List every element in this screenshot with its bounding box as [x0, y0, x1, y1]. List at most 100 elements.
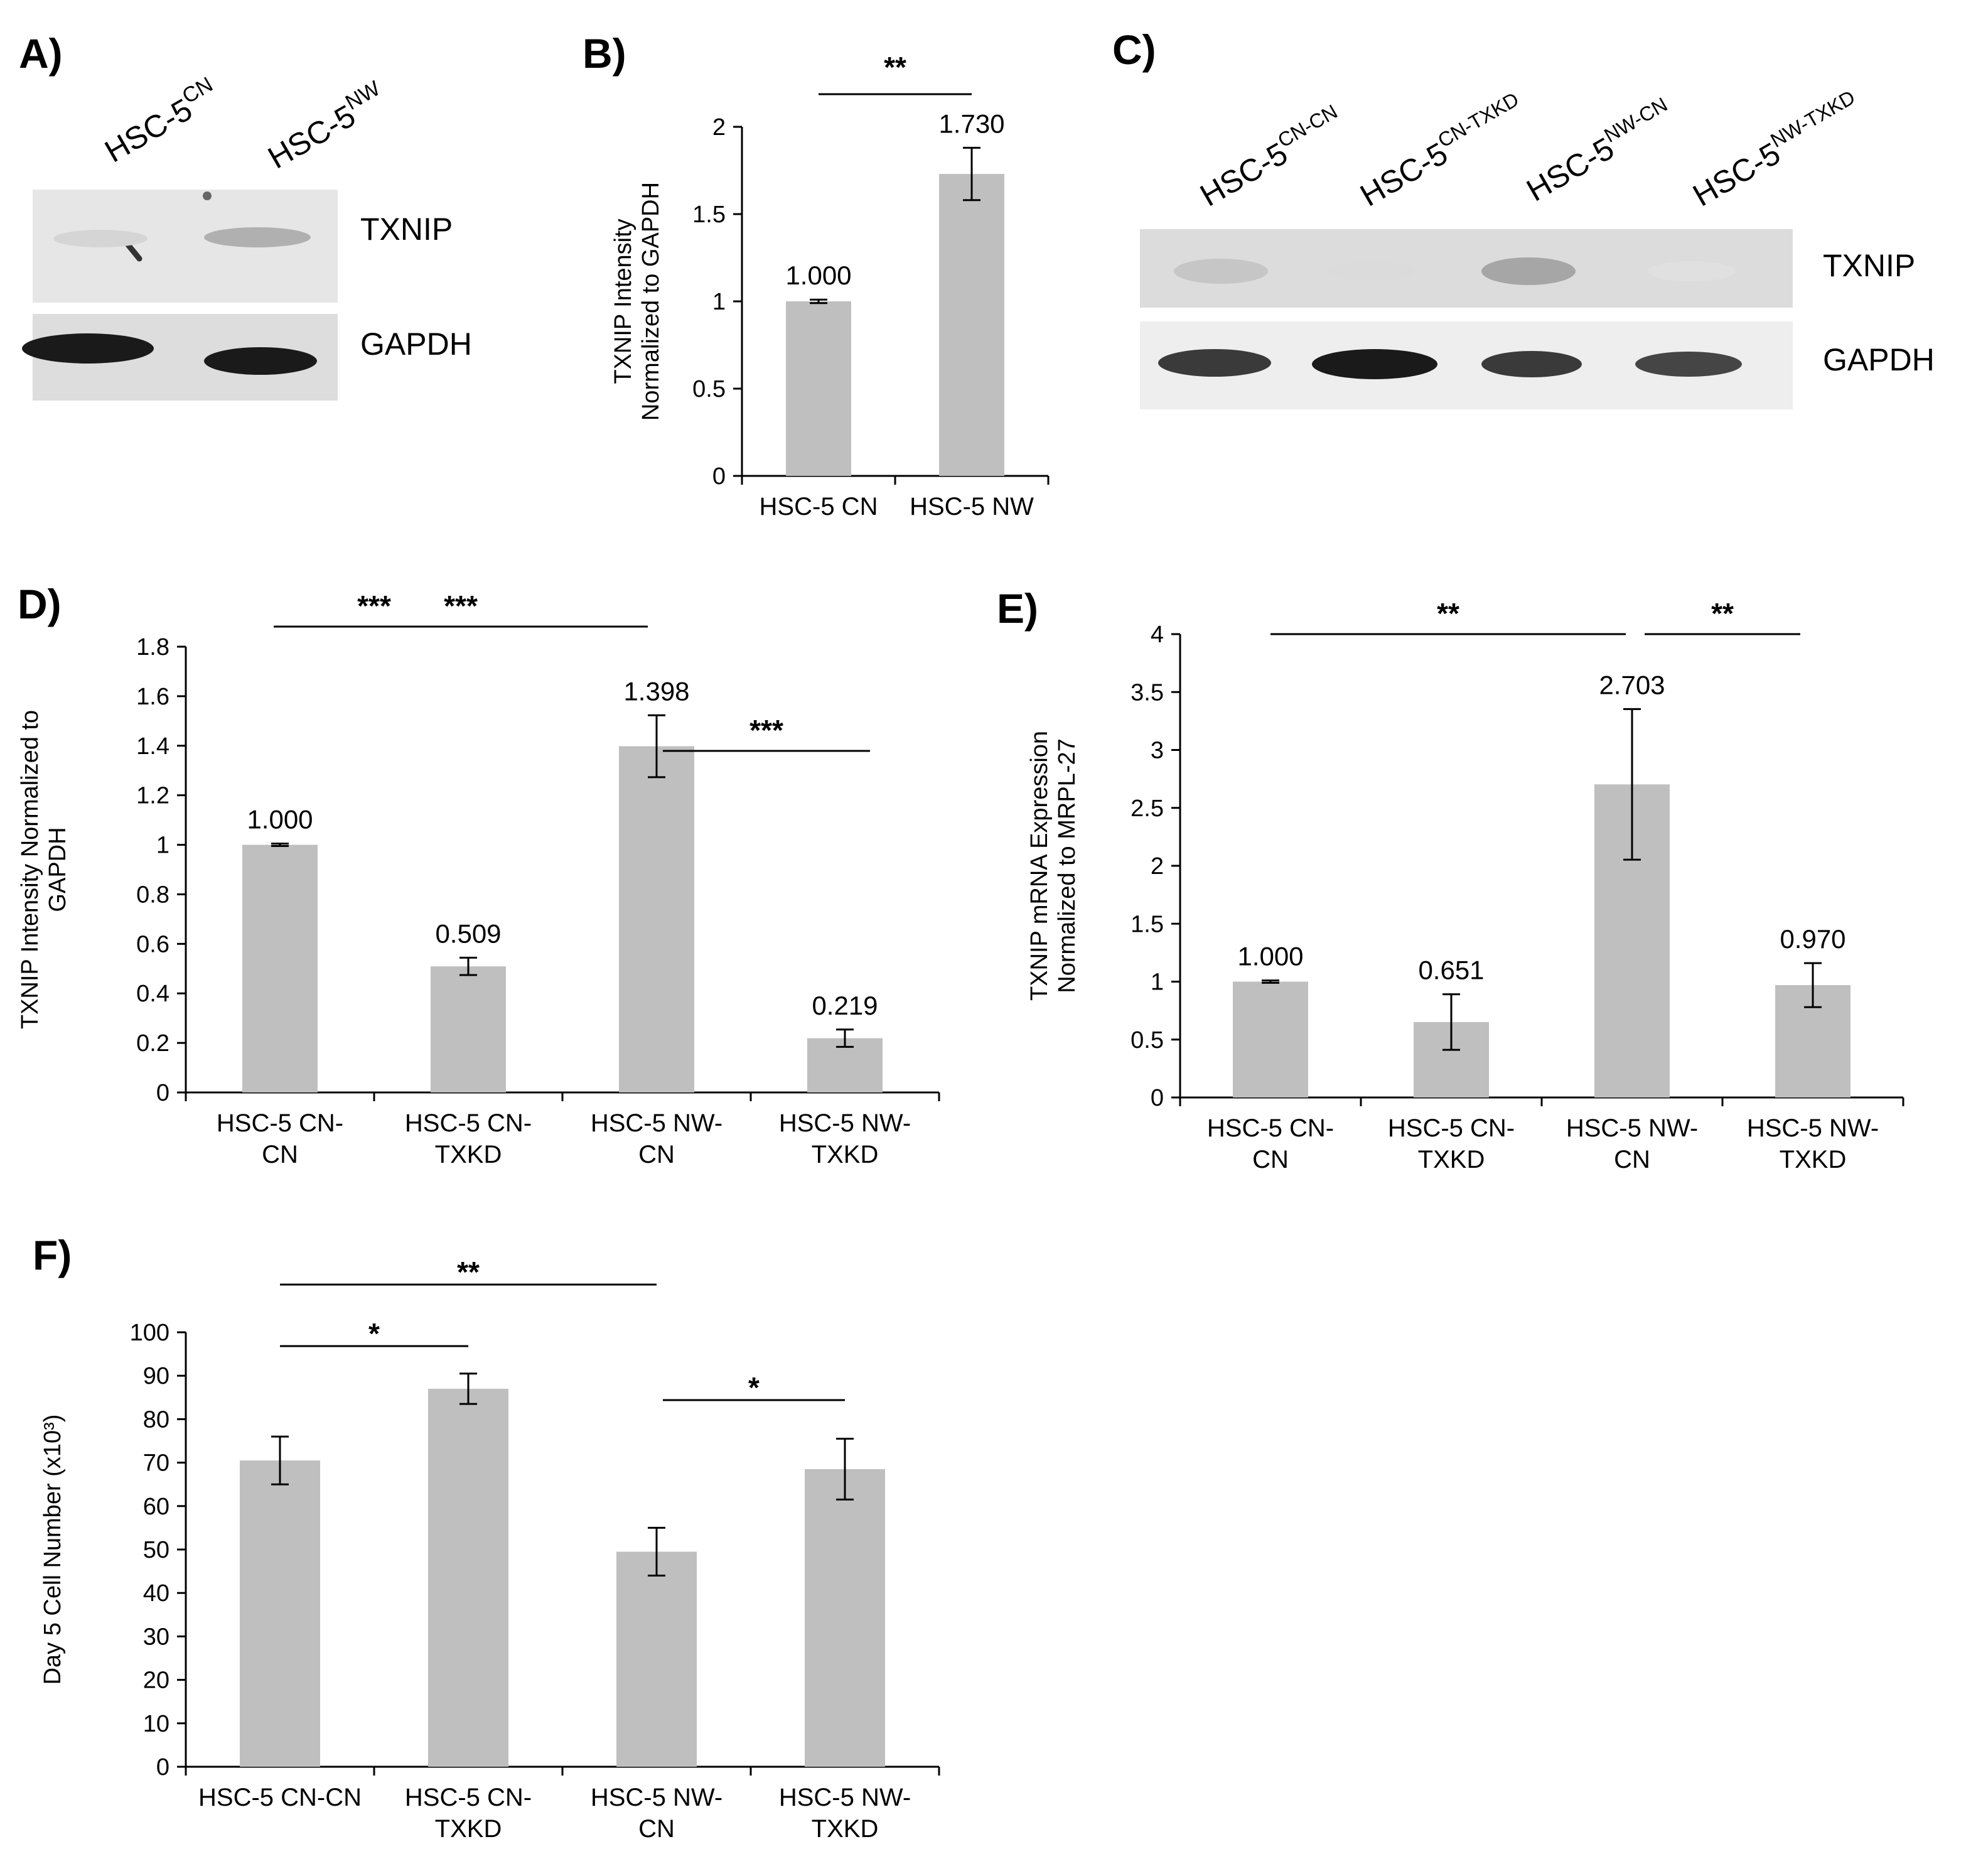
- y-axis-title: TXNIP IntensityNormalized to GAPDH: [610, 182, 664, 421]
- x-tick-label: HSC-5 NW-CN: [1566, 1114, 1698, 1173]
- panel-a-western-blot: A) HSC-5CN HSC-5NW TXNIP GAPDH: [19, 30, 472, 401]
- chart-d-txnip-intensity-knockdown: D) 0 0.2 0.4 0.6 0.8 1 1.2 1.4 1.6 1.8 1.000 HSC-5 C…: [17, 581, 940, 1168]
- data-label: 1.730: [938, 109, 1004, 138]
- y-tick-label: 3: [1151, 738, 1164, 764]
- significance-marker: ***: [357, 590, 391, 622]
- chart-f-day5-cell-number: F) 0 10 20 30 40 50 60 70 80 90 100 HSC-5 CN-CN HSC-5…: [33, 1232, 940, 1843]
- y-axis-title: TXNIP Intensity Normalized toGAPDH: [17, 710, 71, 1029]
- significance-marker: **: [884, 51, 906, 84]
- y-tick-label: 20: [143, 1668, 169, 1694]
- y-tick-label: 4: [1151, 622, 1164, 648]
- y-tick-label: 50: [143, 1537, 169, 1563]
- gapdh-band-c-lane2: [1312, 349, 1437, 379]
- svg-text:HSC-5CN: HSC-5CN: [97, 72, 225, 169]
- bar: [786, 301, 851, 476]
- y-tick-label: 1.5: [692, 202, 726, 228]
- blot-artifact: [203, 191, 212, 200]
- x-tick-label: HSC-5 NW-TXKD: [1747, 1114, 1879, 1173]
- y-tick-label: 1.4: [136, 733, 169, 760]
- txnip-band-c-lane2: [1328, 261, 1415, 281]
- txnip-band-a-lane1: [53, 230, 148, 247]
- bar: [431, 966, 506, 1092]
- data-label: 0.651: [1418, 956, 1484, 985]
- bar: [616, 1551, 697, 1767]
- lane-label-a2: HSC-5NW: [262, 77, 384, 176]
- lane-label-c2: HSC-5CN-TXKD: [1355, 88, 1523, 213]
- significance-marker: **: [1437, 597, 1459, 630]
- data-label: 1.398: [623, 676, 689, 706]
- y-tick-label: 90: [143, 1363, 169, 1389]
- y-tick-label: 10: [143, 1711, 169, 1737]
- significance-marker: **: [1711, 597, 1734, 630]
- x-tick-label: HSC-5 NW: [910, 493, 1034, 520]
- y-tick-label: 0.5: [692, 376, 726, 402]
- y-tick-label: 0.8: [136, 881, 169, 908]
- y-tick-label: 70: [143, 1450, 169, 1477]
- y-axis-title: Day 5 Cell Number (x10³): [40, 1415, 66, 1685]
- lane-label-c4: HSC-5NW-TXKD: [1687, 85, 1859, 213]
- significance-marker: *: [748, 1371, 760, 1404]
- y-tick-label: 60: [143, 1494, 169, 1520]
- txnip-band-c-lane4: [1648, 261, 1736, 281]
- data-label: 1.000: [1237, 942, 1303, 971]
- x-tick-label: HSC-5 CN-CN: [1207, 1114, 1334, 1173]
- y-tick-label: 0: [1151, 1085, 1164, 1111]
- y-tick-label: 1.5: [1131, 911, 1164, 937]
- y-tick-label: 0.2: [136, 1030, 169, 1057]
- lane-label-c1: HSC-5CN-CN: [1195, 100, 1341, 213]
- x-tick-label: HSC-5 CN-TXKD: [405, 1784, 532, 1843]
- y-tick-label: 1.8: [136, 634, 169, 660]
- chart-b-txnip-intensity: B) 0 0.5 1 1.5 2 1.000 HSC-5 CN 1.730 HSC-5 NW TXN…: [583, 30, 1050, 520]
- x-tick-label: HSC-5 CN-CN: [198, 1784, 362, 1811]
- significance-marker: ***: [444, 590, 478, 622]
- x-tick-label: HSC-5 CN: [760, 493, 878, 520]
- y-tick-label: 0: [156, 1754, 169, 1781]
- bar: [242, 844, 318, 1092]
- panel-c-western-blot: C) HSC-5CN-CN HSC-5CN-TXKD HSC-5NW-CN HS…: [1112, 26, 1935, 409]
- significance-marker: **: [457, 1256, 480, 1288]
- y-tick-label: 2: [1151, 853, 1164, 880]
- data-label: 1.000: [247, 805, 313, 834]
- y-tick-label: 1.6: [136, 684, 169, 710]
- panel-f-label: F): [33, 1232, 72, 1278]
- bar: [805, 1469, 885, 1767]
- gapdh-band-a-lane1: [22, 333, 154, 364]
- significance-marker: *: [368, 1317, 380, 1350]
- panel-d-label: D): [18, 581, 62, 627]
- y-tick-label: 3.5: [1131, 679, 1164, 706]
- bar: [939, 174, 1004, 476]
- txnip-band-c-lane1: [1174, 259, 1268, 284]
- bar: [428, 1388, 508, 1767]
- y-tick-label: 1: [156, 833, 169, 859]
- y-tick-label: 1.2: [136, 783, 169, 809]
- x-tick-label: HSC-5 NW-CN: [591, 1784, 722, 1843]
- y-tick-label: 40: [143, 1580, 169, 1607]
- y-tick-label: 1: [1151, 969, 1164, 996]
- data-label: 0.509: [435, 919, 501, 948]
- y-tick-label: 0: [712, 463, 726, 490]
- txnip-band-label-a: TXNIP: [360, 212, 453, 247]
- bar: [619, 746, 694, 1092]
- panel-b-label: B): [583, 30, 626, 77]
- y-axis-title: TXNIP mRNA ExpressionNormalized to MRPL-…: [1026, 731, 1080, 1001]
- svg-text:HSC-5NW-CN: HSC-5NW-CN: [1519, 93, 1680, 208]
- bar: [1233, 981, 1308, 1097]
- gapdh-band-a-lane2: [204, 347, 317, 375]
- x-tick-label: HSC-5 NW-CN: [591, 1109, 722, 1168]
- y-tick-label: 1: [712, 289, 726, 315]
- y-tick-label: 30: [143, 1624, 169, 1650]
- x-tick-label: HSC-5 NW-TXKD: [779, 1109, 911, 1168]
- txnip-band-label-c: TXNIP: [1823, 248, 1915, 283]
- chart-e-txnip-mrna-expression: E) 0 0.5 1 1.5 2 2.5 3 3.5 4 1.000 HSC-5 CN-CN 0.651…: [997, 585, 1904, 1173]
- data-label: 2.703: [1599, 670, 1665, 699]
- y-tick-label: 0.5: [1131, 1027, 1164, 1054]
- panel-e-label: E): [997, 585, 1038, 632]
- y-tick-label: 0.6: [136, 931, 169, 957]
- x-tick-label: HSC-5 NW-TXKD: [779, 1784, 911, 1843]
- y-tick-label: 80: [143, 1406, 169, 1433]
- data-label: 0.219: [812, 991, 878, 1020]
- y-tick-label: 2: [712, 114, 726, 141]
- panel-a-label: A): [19, 30, 63, 77]
- txnip-band-c-lane3: [1481, 257, 1576, 285]
- txnip-band-a-lane2: [204, 227, 311, 247]
